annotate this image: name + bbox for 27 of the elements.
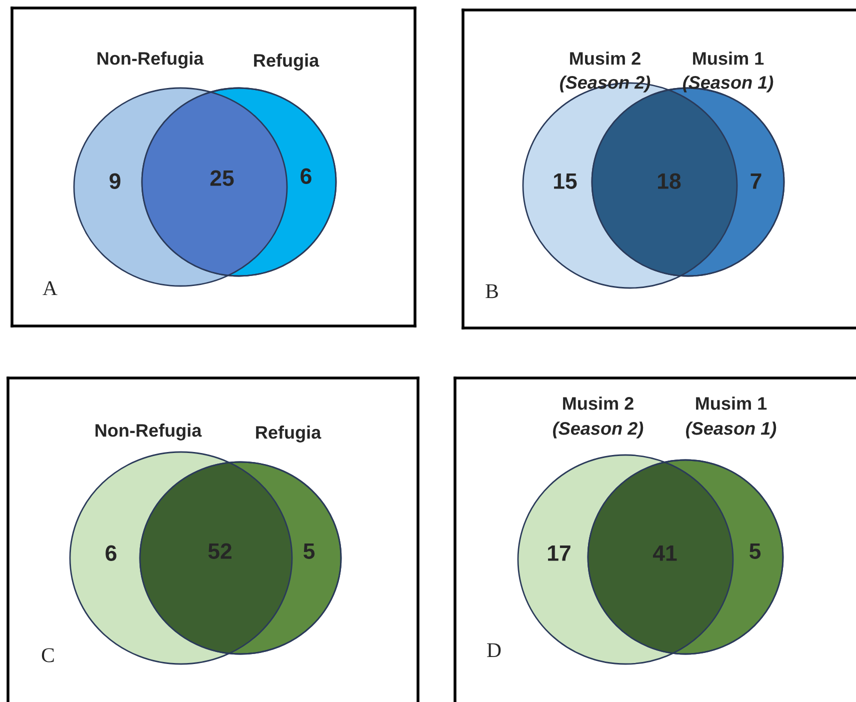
text: D [487, 643, 501, 658]
category-label: Refugia [254, 54, 320, 70]
category-label: Musim 2 [570, 52, 640, 65]
text: (Season 1) [686, 422, 776, 438]
category-label: Refugia [256, 426, 322, 442]
text: A [42, 281, 58, 296]
data-label: 41 [652, 545, 677, 561]
text: C [42, 648, 54, 662]
data-label: 5 [304, 543, 315, 559]
data-label: 5 [750, 543, 761, 559]
data-label: 6 [300, 168, 312, 184]
category-label: Musim 2 [563, 396, 634, 410]
category-label: Musim 1 [693, 52, 764, 65]
text: (Season 1) [683, 76, 774, 92]
category-label: Non-Refugia [98, 52, 204, 68]
data-label: 9 [110, 173, 120, 189]
data-label: 6 [106, 545, 116, 561]
data-label: 18 [658, 173, 681, 189]
data-label: 52 [208, 543, 232, 559]
data-label: 15 [554, 173, 577, 189]
data-label: 25 [210, 170, 234, 186]
data-label: 7 [750, 173, 762, 189]
text: B [486, 284, 498, 298]
category-label: Musim 1 [696, 396, 767, 410]
category-label: Non-Refugia [96, 424, 202, 440]
data-label: 17 [548, 545, 570, 561]
text: (Season 2) [553, 422, 644, 438]
